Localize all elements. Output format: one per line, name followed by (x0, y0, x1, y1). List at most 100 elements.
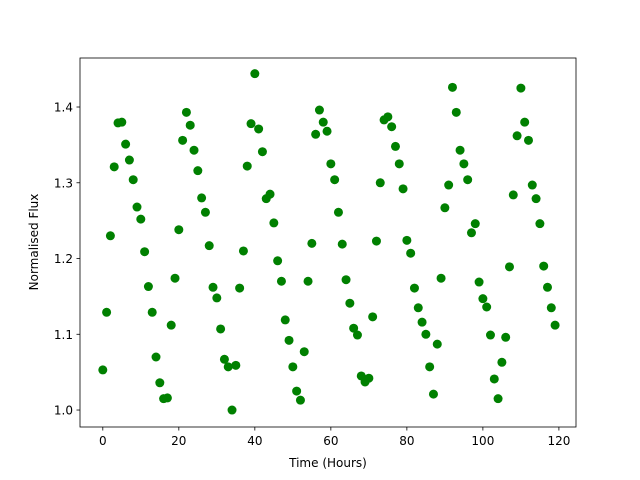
data-point (478, 294, 488, 304)
data-point (527, 180, 537, 190)
data-point (501, 332, 511, 342)
data-point (432, 339, 442, 349)
data-point (273, 256, 283, 266)
data-point (246, 119, 256, 129)
data-point (295, 395, 305, 405)
data-point (413, 303, 423, 313)
data-point (314, 105, 324, 115)
axes-frame (79, 57, 577, 428)
y-tick-label: 1.2 (54, 252, 73, 266)
data-point (330, 175, 340, 185)
data-point (216, 324, 226, 334)
data-point (223, 362, 233, 372)
data-point (105, 231, 115, 241)
data-point (292, 386, 302, 396)
x-tick-label: 40 (247, 434, 262, 448)
data-point (523, 135, 533, 145)
data-point (124, 155, 134, 165)
data-point (200, 207, 210, 217)
data-point (303, 276, 313, 286)
data-point (166, 320, 176, 330)
data-point (539, 261, 549, 271)
x-tick-label: 120 (547, 434, 570, 448)
data-point (406, 248, 416, 258)
data-point (307, 238, 317, 248)
data-point (333, 207, 343, 217)
y-tick-label: 1.4 (54, 101, 73, 115)
data-point (402, 235, 412, 245)
data-point (197, 193, 207, 203)
x-tick-label: 60 (323, 434, 338, 448)
data-point (345, 298, 355, 308)
data-point (189, 145, 199, 155)
data-point (238, 246, 248, 256)
data-point (447, 82, 457, 92)
data-point (155, 378, 165, 388)
y-tick-label: 1.1 (54, 328, 73, 342)
data-point (542, 282, 552, 292)
data-point (212, 293, 222, 303)
data-point (364, 373, 374, 383)
data-point (185, 120, 195, 130)
data-point (311, 129, 321, 139)
data-point (204, 241, 214, 251)
data-point (485, 330, 495, 340)
data-point (98, 365, 108, 375)
data-point (425, 362, 435, 372)
x-tick-label: 20 (171, 434, 186, 448)
data-point (349, 323, 359, 333)
data-point (451, 107, 461, 117)
data-point (493, 394, 503, 404)
y-axis-label: Normalised Flux (27, 194, 41, 291)
data-point (280, 315, 290, 325)
data-point (482, 302, 492, 312)
data-point (375, 178, 385, 188)
data-point (428, 389, 438, 399)
data-point (550, 320, 560, 330)
data-point (352, 330, 362, 340)
data-point (455, 145, 465, 155)
data-point (489, 374, 499, 384)
data-point (288, 362, 298, 372)
data-point (368, 312, 378, 322)
data-point (535, 219, 545, 229)
data-point (322, 126, 332, 136)
data-point (121, 139, 131, 149)
data-point (440, 203, 450, 213)
data-point (394, 159, 404, 169)
data-point (531, 194, 541, 204)
x-axis-label: Time (Hours) (288, 456, 367, 470)
data-point (102, 307, 112, 317)
data-point (170, 273, 180, 283)
data-point (193, 166, 203, 176)
y-tick-label: 1.3 (54, 176, 73, 190)
data-point (299, 347, 309, 357)
data-point (341, 275, 351, 285)
data-point (463, 175, 473, 185)
data-point (387, 122, 397, 132)
data-point (390, 141, 400, 151)
data-point (181, 107, 191, 117)
data-point (546, 303, 556, 313)
data-point (231, 360, 241, 370)
data-point (326, 159, 336, 169)
data-point (421, 329, 431, 339)
data-point (265, 189, 275, 199)
x-tick-label: 100 (471, 434, 494, 448)
data-point (269, 218, 279, 228)
data-point (162, 393, 172, 403)
data-point (143, 282, 153, 292)
data-point (235, 283, 245, 293)
data-point (444, 180, 454, 190)
data-point (219, 354, 229, 364)
data-point (474, 277, 484, 287)
data-point (508, 190, 518, 200)
data-point (257, 147, 267, 157)
data-point (208, 282, 218, 292)
x-tick-label: 0 (99, 434, 107, 448)
data-point (516, 83, 526, 93)
data-point (409, 283, 419, 293)
